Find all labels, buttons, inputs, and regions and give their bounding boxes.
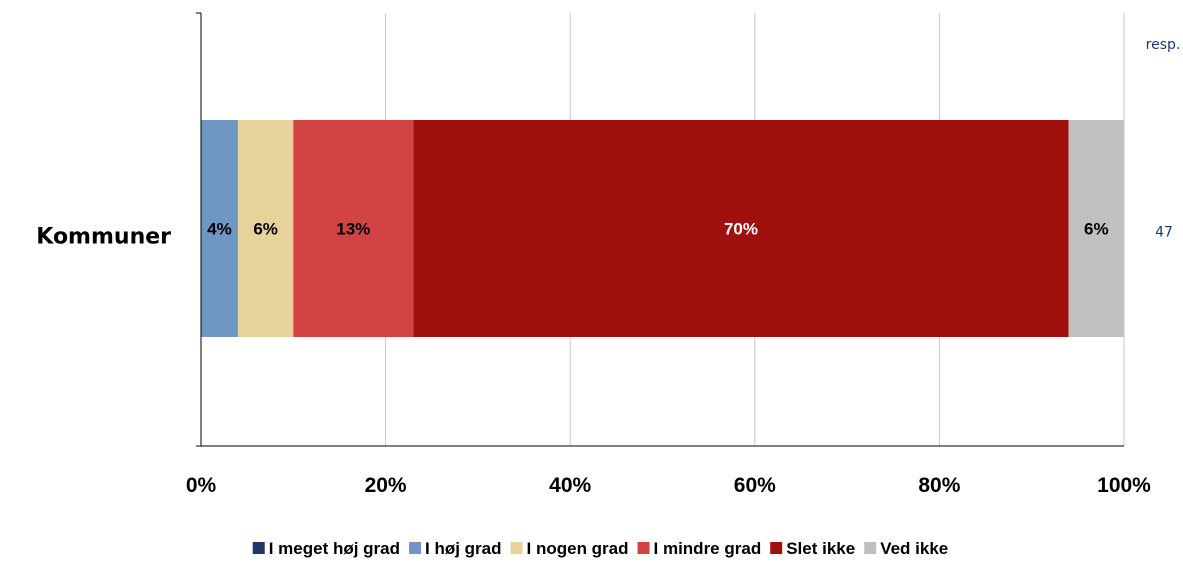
bar-segment bbox=[413, 120, 1069, 337]
x-tick-label: 20% bbox=[365, 474, 407, 497]
legend-swatch bbox=[409, 542, 422, 554]
category-labels: Kommuner bbox=[36, 225, 171, 250]
legend-label: Ved ikke bbox=[880, 539, 948, 558]
legend-label: Slet ikke bbox=[786, 539, 855, 558]
bar-segment bbox=[1068, 120, 1124, 337]
legend-swatch bbox=[637, 542, 650, 554]
legend-label: I nogen grad bbox=[527, 539, 629, 558]
legend-label: I høj grad bbox=[425, 539, 502, 558]
bar-segment bbox=[237, 120, 294, 337]
data-label: 6% bbox=[253, 220, 278, 239]
x-tick-label: 40% bbox=[549, 474, 591, 497]
x-tick-label: 80% bbox=[918, 474, 960, 497]
bar-segment bbox=[293, 120, 414, 337]
x-tick-label: 100% bbox=[1097, 474, 1151, 497]
legend: I meget høj grad I høj grad I nogen grad I … bbox=[252, 539, 948, 558]
resp-header: resp. bbox=[1146, 37, 1181, 53]
axes bbox=[196, 12, 1124, 447]
bar-segment bbox=[201, 120, 238, 337]
data-label: 4% bbox=[207, 220, 232, 239]
legend-swatch bbox=[770, 542, 783, 554]
legend-swatch bbox=[510, 542, 523, 554]
resp-value: 47 bbox=[1155, 225, 1173, 241]
data-label: 13% bbox=[336, 220, 370, 239]
data-label: 70% bbox=[724, 220, 758, 239]
x-tick-labels: 0% 20% 40% 60% 80% 100% bbox=[186, 474, 1151, 497]
legend-swatch bbox=[864, 542, 877, 554]
x-tick-label: 60% bbox=[734, 474, 776, 497]
respondent-column: resp. 47 bbox=[1146, 37, 1181, 241]
legend-swatch bbox=[252, 542, 265, 554]
legend-label: I mindre grad bbox=[654, 539, 762, 558]
category-label: Kommuner bbox=[36, 225, 171, 250]
bar-segments: 4% 6% 13% 70% 6% bbox=[201, 120, 1124, 337]
legend-label: I meget høj grad bbox=[269, 539, 400, 558]
data-label: 6% bbox=[1084, 220, 1109, 239]
x-tick-label: 0% bbox=[186, 474, 217, 497]
